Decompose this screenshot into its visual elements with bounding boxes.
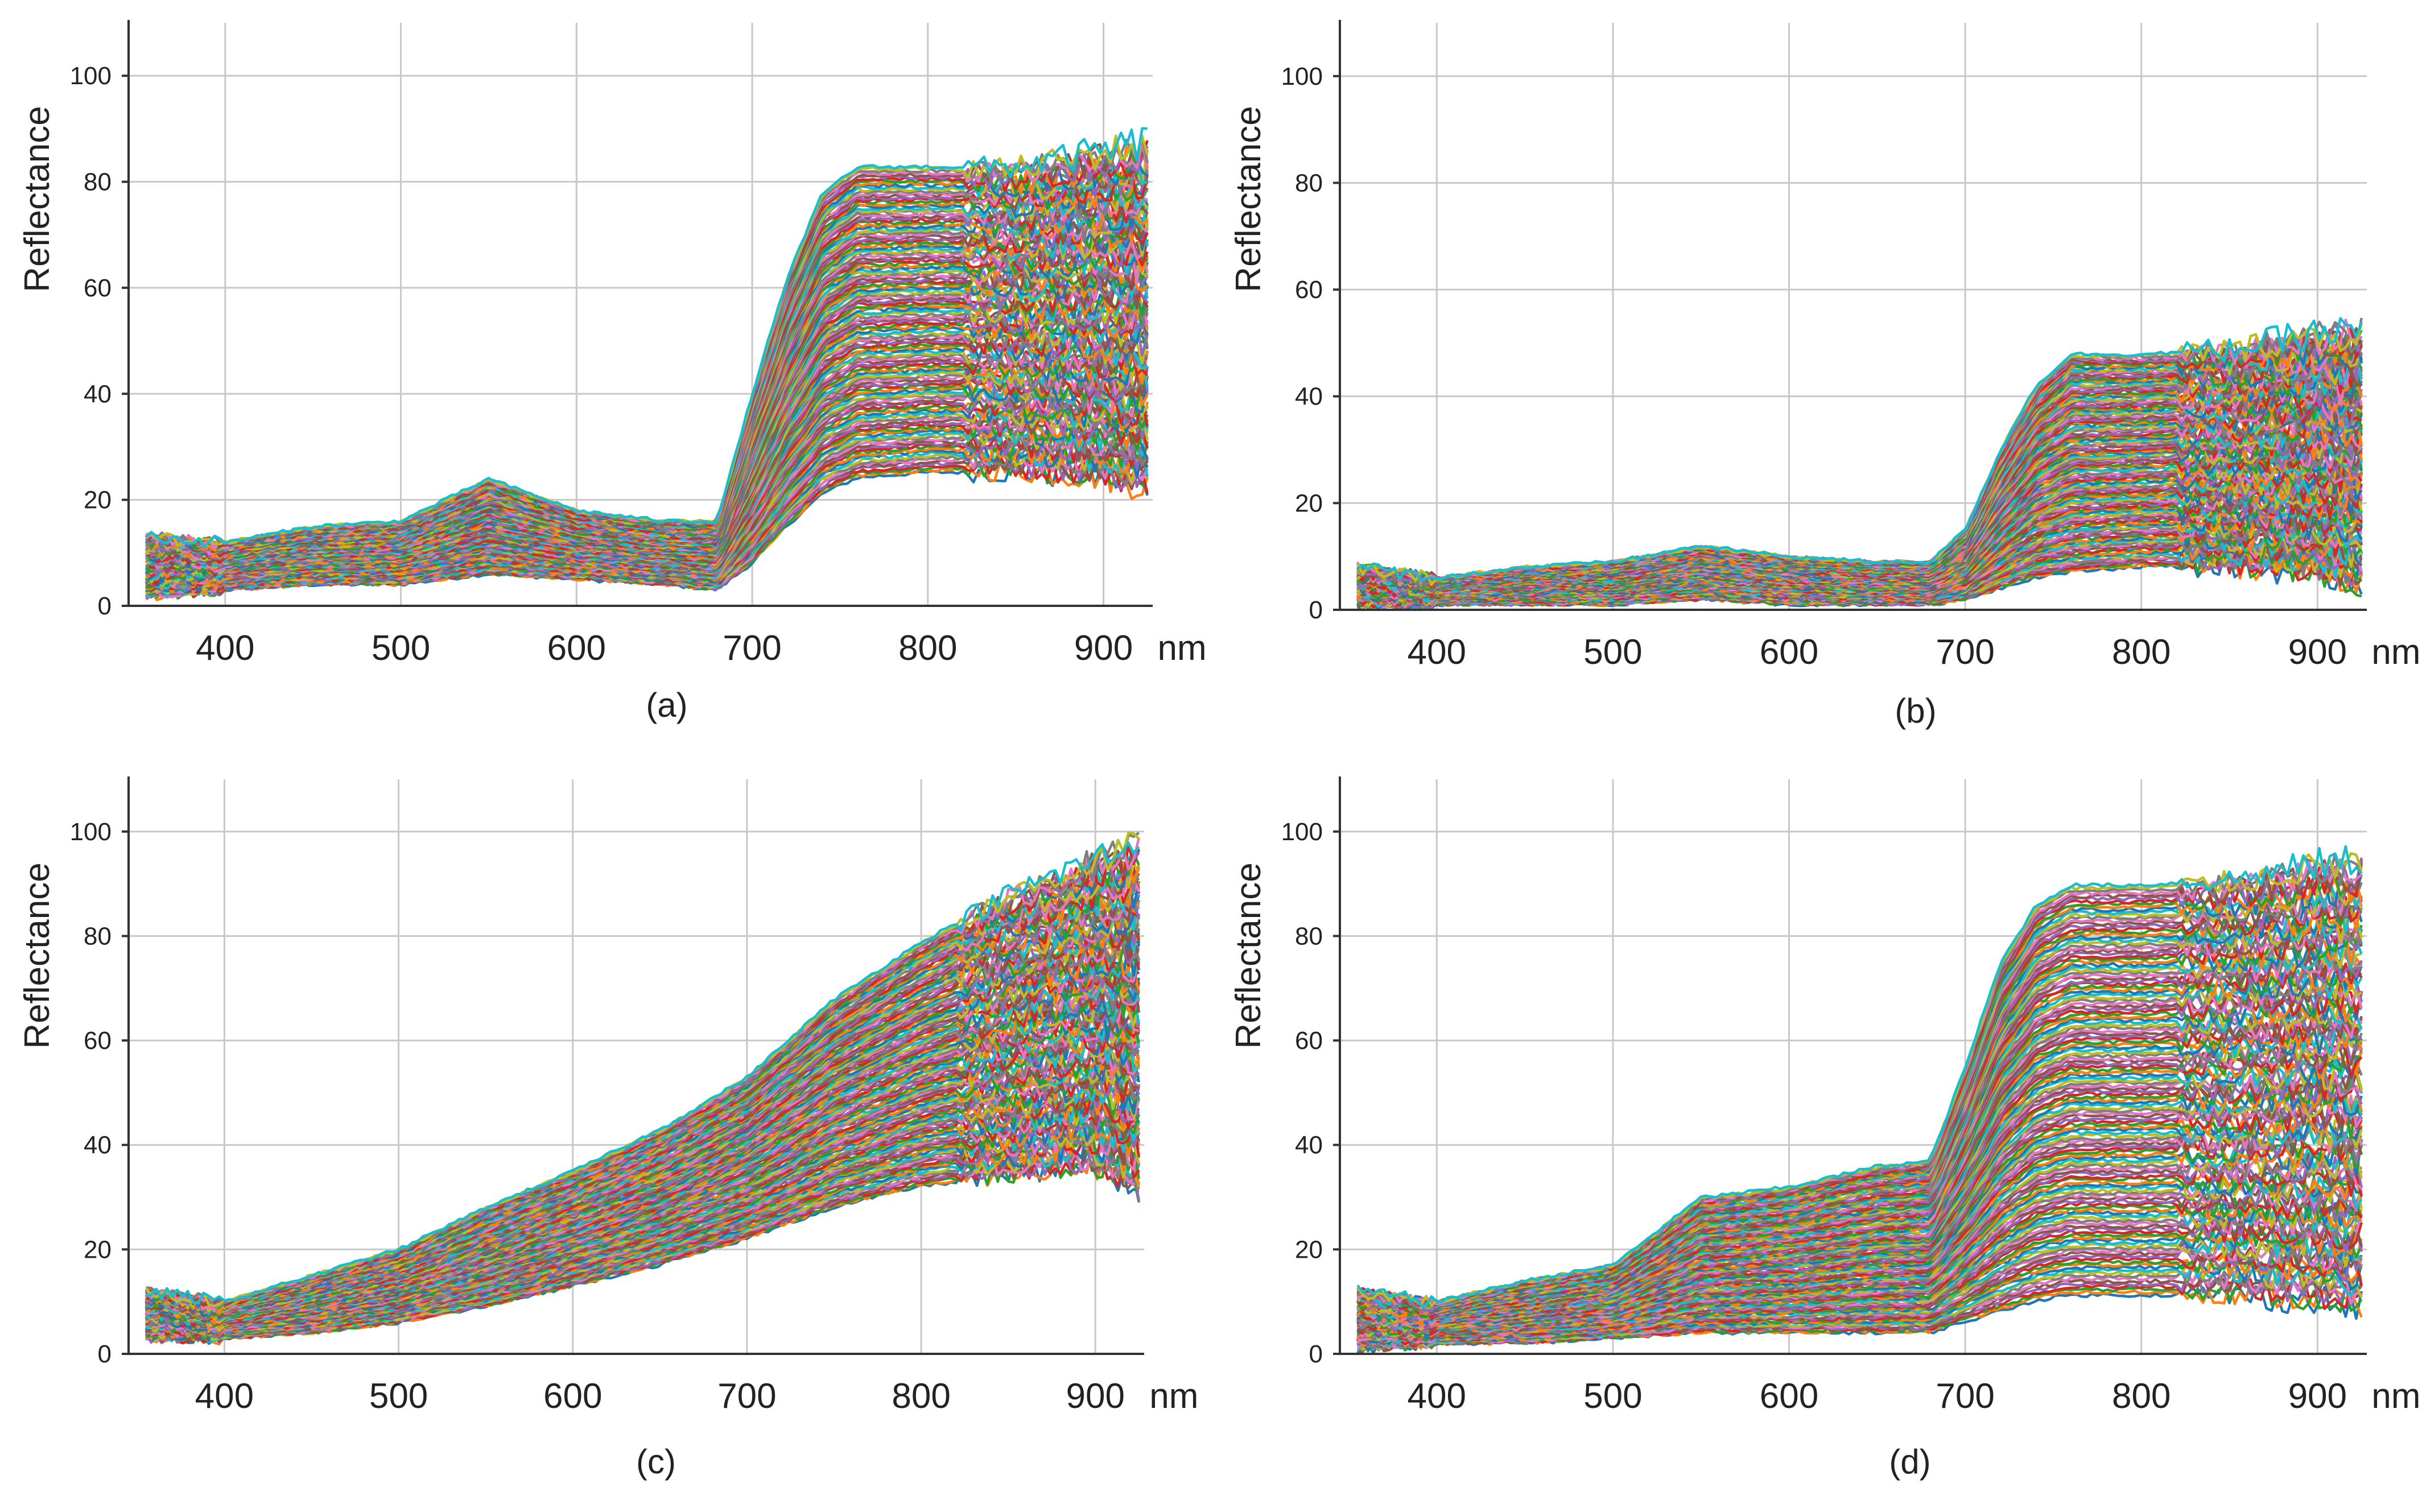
series-line-116 (1356, 943, 2362, 1316)
x-tick-label: 600 (1760, 633, 1818, 672)
x-unit-label: nm (1158, 629, 1207, 668)
x-tick-label: 500 (1583, 1377, 1642, 1416)
series-line-150 (146, 841, 1140, 1305)
y-tick-label: 100 (70, 62, 112, 90)
x-tick-label: 500 (369, 1377, 428, 1416)
y-tick-label: 60 (1295, 1027, 1323, 1055)
panel-caption: (a) (646, 686, 687, 724)
chart-panel-c: 0 20 40 60 80 100 400 500 600 700 800 900 nm Reflecta… (18, 776, 1198, 1481)
x-tick-label: 900 (1074, 629, 1133, 668)
series-line-74 (1357, 439, 2363, 596)
y-tick-label: 20 (84, 486, 112, 514)
series-line-78 (145, 992, 1140, 1325)
x-tick-label: 900 (2288, 633, 2347, 672)
y-tick-label: 100 (70, 818, 112, 846)
x-unit-label: nm (1149, 1377, 1198, 1416)
y-tick-label: 0 (1309, 1340, 1323, 1368)
y-tick-label: 40 (1295, 383, 1323, 411)
y-tick-label: 60 (1295, 276, 1323, 304)
x-tick-label: 400 (1408, 1377, 1466, 1416)
x-unit-label: nm (2371, 633, 2420, 672)
x-tick-label: 700 (1936, 633, 1994, 672)
y-tick-label: 100 (1281, 818, 1323, 846)
y-tick-label: 20 (84, 1236, 112, 1263)
series-group (145, 831, 1141, 1346)
y-tick-label: 40 (84, 380, 112, 408)
x-tick-label: 400 (196, 629, 254, 668)
series-line-94 (1356, 1013, 2363, 1323)
series-group (145, 127, 1149, 601)
y-tick-label: 0 (1309, 596, 1323, 624)
panel-caption: (d) (1889, 1443, 1930, 1481)
x-tick-label: 800 (2112, 633, 2171, 672)
chart-panel-d: 0 20 40 60 80 100 400 500 600 700 800 900 nm Reflecta… (1229, 776, 2420, 1481)
y-axis-title: Reflectance (18, 106, 57, 292)
x-tick-label: 800 (892, 1377, 950, 1416)
series-group (1356, 845, 2363, 1356)
x-unit-label: nm (2371, 1377, 2420, 1416)
y-tick-label: 20 (1295, 489, 1323, 517)
y-axis-title: Reflectance (1229, 106, 1268, 292)
chart-panel-b: 0 20 40 60 80 100 400 500 600 700 800 900 nm Reflecta… (1229, 20, 2420, 730)
panel-caption: (b) (1895, 692, 1936, 730)
y-tick-label: 20 (1295, 1236, 1323, 1263)
y-tick-label: 40 (1295, 1131, 1323, 1159)
series-line-150 (1356, 317, 2363, 583)
y-tick-label: 0 (98, 592, 112, 620)
series-line-150 (1356, 845, 2363, 1308)
x-tick-label: 700 (1936, 1377, 1994, 1416)
x-tick-label: 400 (195, 1377, 254, 1416)
y-tick-label: 40 (84, 1131, 112, 1159)
x-tick-label: 900 (1066, 1377, 1125, 1416)
y-tick-label: 80 (84, 168, 112, 196)
x-tick-label: 900 (2288, 1377, 2347, 1416)
x-tick-label: 400 (1408, 633, 1466, 672)
chart-panel-a: 0 20 40 60 80 100 400 500 600 700 800 900 nm Reflecta… (18, 20, 1207, 724)
x-tick-label: 700 (717, 1377, 776, 1416)
x-tick-label: 600 (1760, 1377, 1818, 1416)
y-tick-label: 60 (84, 1027, 112, 1055)
y-tick-label: 100 (1281, 63, 1323, 90)
y-axis-title: Reflectance (1229, 862, 1268, 1048)
panel-caption: (c) (636, 1443, 676, 1481)
x-tick-label: 700 (723, 629, 781, 668)
x-tick-label: 800 (2112, 1377, 2171, 1416)
y-tick-label: 80 (1295, 922, 1323, 950)
y-axis-title: Reflectance (18, 862, 57, 1048)
y-tick-label: 80 (84, 922, 112, 950)
x-tick-label: 500 (372, 629, 430, 668)
y-tick-label: 0 (98, 1340, 112, 1368)
x-tick-label: 500 (1583, 633, 1642, 672)
x-tick-label: 600 (547, 629, 606, 668)
x-tick-label: 600 (543, 1377, 602, 1416)
series-line-25 (1356, 1216, 2363, 1346)
series-group (1356, 317, 2363, 612)
y-tick-label: 60 (84, 274, 112, 302)
x-tick-label: 800 (898, 629, 957, 668)
series-line-150 (145, 127, 1148, 548)
y-tick-label: 80 (1295, 169, 1323, 197)
series-line-87 (145, 272, 1149, 570)
